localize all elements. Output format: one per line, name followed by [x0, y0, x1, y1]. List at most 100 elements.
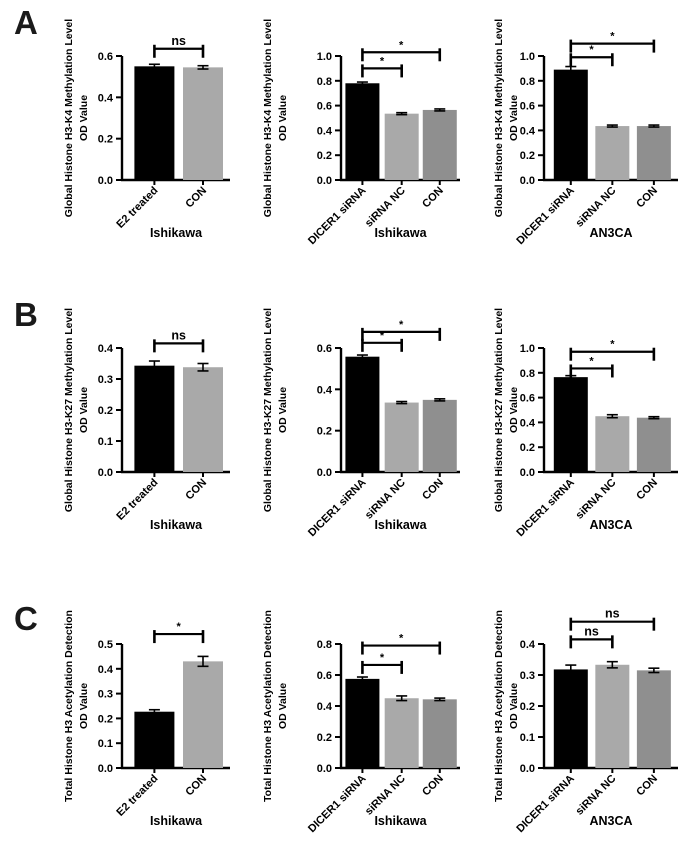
- svg-text:0.0: 0.0: [98, 763, 113, 775]
- svg-text:*: *: [399, 319, 404, 331]
- bar: [183, 661, 223, 768]
- category-label: E2 treated: [114, 773, 160, 819]
- svg-text:0.4: 0.4: [520, 639, 536, 651]
- panel-label-b: B: [14, 296, 39, 333]
- svg-text:0.1: 0.1: [98, 436, 113, 448]
- panel-label-c: C: [14, 600, 39, 637]
- svg-text:0.6: 0.6: [520, 101, 535, 113]
- bar: [422, 399, 457, 472]
- svg-text:0.4: 0.4: [317, 701, 333, 713]
- y-axis-label: Global Histone H3-K4 Methylation Level OD…: [493, 19, 520, 217]
- chart-h3ac-ishikawa-e2-vs-con: 0.0 0.1 0.2 0.3 0.4 0.5 Total Histone H3 Acety…: [0, 588, 231, 847]
- category-label: siRNA NC: [363, 185, 408, 230]
- svg-text:0.6: 0.6: [317, 101, 332, 113]
- bar-chart: 0.0 0.1 0.2 0.3 0.4 0.5 Total Histone H3 Acety…: [63, 610, 230, 828]
- svg-text:0.8: 0.8: [520, 76, 535, 88]
- bar-chart: 0.0 0.2 0.4 0.6 Global Histone H3-K27 Methyl…: [262, 308, 460, 539]
- svg-text:ns: ns: [171, 328, 186, 342]
- bar: [384, 402, 419, 472]
- category-label: CON: [634, 477, 660, 503]
- svg-text:0.2: 0.2: [98, 713, 113, 725]
- chart-h3ac-ishikawa-dicer1-sirna: 0.0 0.2 0.4 0.6 0.8 Total Histone H3 Acetylat…: [231, 588, 462, 847]
- svg-text:0.2: 0.2: [520, 150, 535, 162]
- category-label: siRNA NC: [363, 477, 408, 522]
- y-axis-label: Global Histone H3-K4 Methylation Level OD…: [63, 19, 90, 217]
- svg-text:*: *: [380, 330, 385, 342]
- chart-h3k4-ishikawa-dicer1-sirna: 0.0 0.2 0.4 0.6 0.8 1.0 Global Histone H3-K4 M…: [231, 0, 462, 292]
- svg-text:0.0: 0.0: [317, 763, 332, 775]
- category-label: CON: [183, 477, 209, 503]
- category-label: CON: [183, 185, 209, 211]
- bar: [553, 377, 588, 472]
- x-axis-label: Ishikawa: [374, 226, 427, 240]
- svg-text:*: *: [399, 633, 404, 645]
- svg-text:0.2: 0.2: [317, 732, 332, 744]
- svg-text:0.1: 0.1: [520, 732, 535, 744]
- svg-text:*: *: [610, 31, 615, 43]
- svg-text:0.6: 0.6: [317, 670, 332, 682]
- y-axis-label: Global Histone H3-K27 Methylation Level O…: [493, 308, 520, 512]
- chart-h3k27-ishikawa-e2-vs-con: 0.0 0.1 0.2 0.3 0.4 Global Histone H3-K27 Met…: [0, 292, 231, 588]
- x-axis-label: AN3CA: [589, 226, 632, 240]
- category-label: CON: [183, 773, 209, 799]
- category-label: CON: [634, 185, 660, 211]
- svg-text:0.2: 0.2: [520, 701, 535, 713]
- category-label: siRNA NC: [363, 773, 408, 818]
- bar: [345, 678, 380, 768]
- bar-chart: 0.0 0.2 0.4 0.6 0.8 Total Histone H3 Acetylat…: [262, 610, 460, 835]
- bar: [183, 67, 223, 180]
- svg-text:0.1: 0.1: [98, 738, 113, 750]
- svg-text:0.0: 0.0: [520, 763, 535, 775]
- bar: [384, 113, 419, 180]
- bar-chart: 0.0 0.1 0.2 0.3 0.4 Global Histone H3-K27 Met…: [63, 308, 230, 532]
- x-axis-label: Ishikawa: [374, 518, 427, 532]
- svg-text:ns: ns: [605, 607, 620, 621]
- bar: [636, 417, 671, 472]
- svg-text:*: *: [610, 339, 615, 351]
- svg-text:1.0: 1.0: [520, 51, 535, 63]
- svg-text:0.2: 0.2: [520, 442, 535, 454]
- bar: [422, 109, 457, 180]
- category-label: DICER1 siRNA: [514, 477, 577, 540]
- svg-text:0.6: 0.6: [317, 343, 332, 355]
- chart-h3ac-an3ca-dicer1-sirna: 0.0 0.1 0.2 0.3 0.4 Total Histone H3 Acetylat…: [462, 588, 693, 847]
- bar-chart: 0.0 0.2 0.4 0.6 0.8 1.0 Global Histone H3-K4 M…: [262, 19, 460, 248]
- bar: [553, 69, 588, 180]
- svg-text:0.6: 0.6: [520, 393, 535, 405]
- svg-text:*: *: [380, 55, 385, 67]
- bar: [134, 711, 175, 768]
- y-axis-label: Total Histone H3 Acetylation Detection OD…: [493, 610, 520, 802]
- bar: [553, 669, 588, 768]
- svg-text:0.5: 0.5: [98, 639, 113, 651]
- x-axis-label: AN3CA: [589, 518, 632, 532]
- bar: [134, 365, 175, 472]
- svg-text:0.0: 0.0: [520, 175, 535, 187]
- svg-text:0.4: 0.4: [317, 384, 333, 396]
- svg-text:0.8: 0.8: [317, 639, 332, 651]
- svg-text:1.0: 1.0: [520, 343, 535, 355]
- category-label: DICER1 siRNA: [306, 185, 369, 248]
- category-label: CON: [420, 773, 446, 799]
- y-axis-label: Total Histone H3 Acetylation Detection OD…: [262, 610, 289, 802]
- bar: [183, 367, 223, 472]
- x-axis-label: Ishikawa: [150, 814, 203, 828]
- bar: [422, 699, 457, 768]
- x-axis-label: Ishikawa: [150, 518, 203, 532]
- chart-h3k4-ishikawa-e2-vs-con: 0.0 0.2 0.4 0.6 Global Histone H3-K4 Methyla…: [0, 0, 231, 292]
- bar: [345, 356, 380, 472]
- svg-text:*: *: [589, 355, 594, 367]
- x-axis-label: Ishikawa: [150, 226, 203, 240]
- bar: [636, 126, 671, 180]
- svg-text:0.2: 0.2: [98, 134, 113, 146]
- svg-text:0.2: 0.2: [317, 426, 332, 438]
- svg-text:0.3: 0.3: [520, 670, 535, 682]
- svg-text:0.4: 0.4: [98, 92, 114, 104]
- svg-text:0.4: 0.4: [98, 664, 114, 676]
- category-label: CON: [420, 477, 446, 503]
- category-label: DICER1 siRNA: [514, 773, 577, 836]
- svg-text:0.8: 0.8: [520, 368, 535, 380]
- svg-text:0.2: 0.2: [98, 405, 113, 417]
- bar: [134, 66, 175, 180]
